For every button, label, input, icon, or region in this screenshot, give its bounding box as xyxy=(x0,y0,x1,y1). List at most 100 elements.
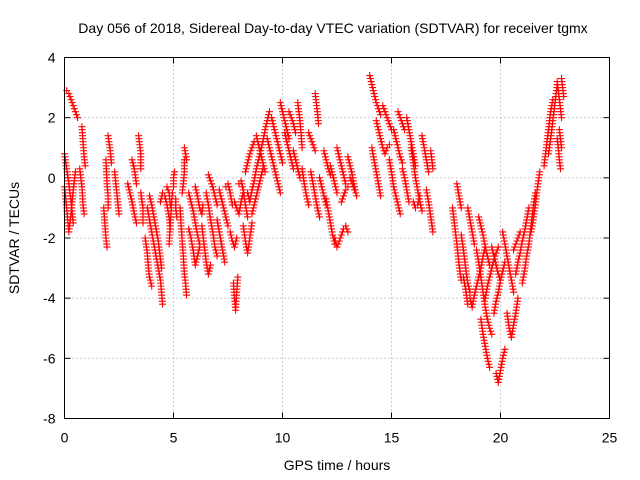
data-point xyxy=(279,159,286,167)
data-point xyxy=(558,144,566,152)
data-point xyxy=(338,165,346,173)
data-point xyxy=(231,198,239,206)
data-point xyxy=(69,219,77,227)
data-point xyxy=(224,180,232,188)
data-point xyxy=(386,123,394,131)
data-point xyxy=(259,159,267,167)
data-point xyxy=(148,282,156,290)
data-point xyxy=(316,177,324,185)
data-point xyxy=(499,351,507,359)
data-point xyxy=(130,210,138,218)
data-point xyxy=(129,159,137,167)
data-point xyxy=(287,114,295,122)
data-point xyxy=(321,153,329,161)
data-point xyxy=(372,96,380,104)
data-point xyxy=(80,210,88,218)
data-point xyxy=(252,192,260,200)
data-point xyxy=(191,261,199,269)
data-point xyxy=(329,174,337,182)
data-point xyxy=(335,237,343,245)
data-point xyxy=(231,240,239,248)
data-point xyxy=(248,219,256,227)
data-point xyxy=(374,126,382,134)
data-point xyxy=(314,207,322,215)
data-point xyxy=(273,177,281,185)
data-point xyxy=(323,159,331,167)
data-point xyxy=(223,219,231,227)
data-point xyxy=(393,138,401,146)
data-point xyxy=(291,126,299,134)
data-point xyxy=(483,282,491,290)
x-axis-label: GPS time / hours xyxy=(284,457,391,473)
data-point xyxy=(71,108,79,116)
data-point xyxy=(510,288,518,296)
data-point xyxy=(242,165,250,173)
data-point xyxy=(498,270,506,278)
data-point xyxy=(234,273,242,281)
data-point xyxy=(239,183,247,191)
data-point xyxy=(395,111,403,119)
data-point xyxy=(512,240,520,248)
data-point xyxy=(284,141,292,149)
data-point xyxy=(283,138,291,146)
data-point xyxy=(241,168,249,176)
data-point xyxy=(273,135,281,143)
data-point xyxy=(390,183,398,191)
data-point xyxy=(332,186,340,194)
data-point xyxy=(268,153,276,161)
data-point xyxy=(347,177,355,185)
data-point xyxy=(390,126,398,134)
data-point xyxy=(556,165,564,173)
data-point xyxy=(369,84,377,92)
data-point xyxy=(258,156,266,164)
data-point xyxy=(212,249,220,257)
data-point xyxy=(244,159,252,167)
data-point xyxy=(476,219,484,227)
data-point xyxy=(237,177,245,185)
x-tick-label: 20 xyxy=(493,430,509,446)
data-point xyxy=(185,225,193,233)
data-point xyxy=(183,291,191,299)
data-point xyxy=(340,192,348,200)
y-tick-label: -8 xyxy=(43,411,56,427)
data-point xyxy=(560,93,568,101)
data-point xyxy=(379,102,387,110)
data-point xyxy=(164,186,172,194)
data-point xyxy=(470,240,478,248)
data-point xyxy=(260,165,268,173)
data-point xyxy=(277,153,285,161)
data-point xyxy=(397,117,405,125)
data-point xyxy=(147,198,155,206)
data-point xyxy=(276,150,284,158)
data-point xyxy=(233,234,241,242)
data-point xyxy=(265,108,273,116)
data-point xyxy=(378,141,386,149)
y-tick-label: 0 xyxy=(48,170,56,186)
data-point xyxy=(494,243,502,251)
data-point xyxy=(263,135,271,143)
data-point xyxy=(493,294,501,302)
data-point xyxy=(500,348,508,356)
data-point xyxy=(392,135,400,143)
data-point xyxy=(394,201,402,209)
data-point xyxy=(257,171,265,179)
data-point xyxy=(271,165,279,173)
data-point xyxy=(393,195,401,203)
y-axis-label: SDTVAR / TECUs xyxy=(6,182,22,294)
data-point xyxy=(346,162,354,170)
data-point xyxy=(497,276,504,284)
data-point xyxy=(185,192,193,200)
data-point xyxy=(370,90,378,98)
data-point xyxy=(415,195,423,203)
data-point xyxy=(486,363,494,371)
data-point xyxy=(183,156,191,164)
data-point xyxy=(337,231,345,239)
data-point xyxy=(286,111,294,119)
data-point xyxy=(398,165,406,173)
data-point xyxy=(304,198,312,206)
data-point xyxy=(309,141,317,149)
data-point xyxy=(207,261,215,269)
data-point xyxy=(216,189,224,197)
data-point xyxy=(380,105,388,113)
